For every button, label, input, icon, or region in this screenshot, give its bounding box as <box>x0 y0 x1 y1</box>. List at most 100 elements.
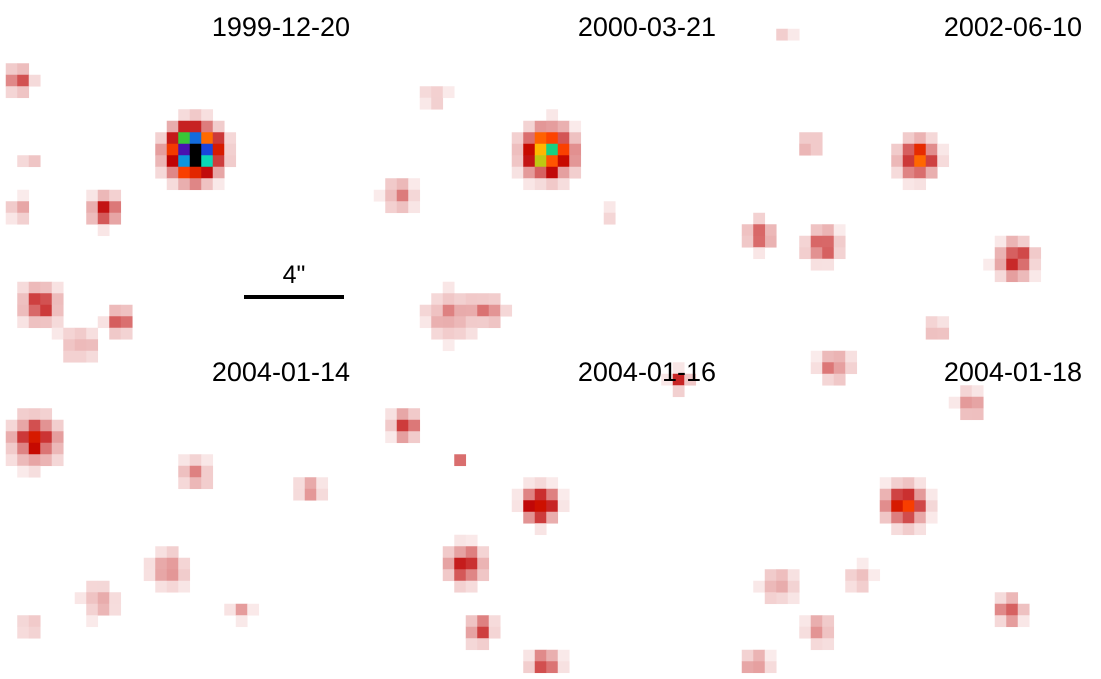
pixel <box>17 627 29 639</box>
pixel <box>765 661 777 673</box>
pixel <box>224 132 236 144</box>
pixel <box>443 569 455 581</box>
pixel <box>523 155 535 167</box>
pixel <box>799 627 811 639</box>
pixel <box>845 351 857 363</box>
pixel <box>408 431 420 443</box>
pixel <box>822 638 834 650</box>
pixel <box>466 581 478 593</box>
pixel <box>385 201 397 213</box>
pixel <box>52 282 64 294</box>
pixel <box>742 224 754 236</box>
pixel <box>845 569 857 581</box>
pixel <box>29 408 41 420</box>
pixel <box>155 167 167 179</box>
pixel <box>466 293 478 305</box>
pixel <box>914 144 926 156</box>
pixel <box>1018 247 1030 259</box>
pixel <box>926 328 938 340</box>
pixel <box>17 75 29 87</box>
pixel <box>546 155 558 167</box>
pixel <box>17 316 29 328</box>
pixel <box>569 144 581 156</box>
pixel <box>29 454 41 466</box>
pixel <box>604 213 616 225</box>
pixel <box>454 293 466 305</box>
pixel <box>17 213 29 225</box>
pixel <box>431 328 443 340</box>
pixel <box>466 638 478 650</box>
pixel <box>397 408 409 420</box>
pixel <box>477 627 489 639</box>
pixel <box>29 293 41 305</box>
pixel <box>995 247 1007 259</box>
pixel <box>443 293 455 305</box>
pixel <box>98 201 110 213</box>
pixel <box>17 454 29 466</box>
pixel <box>224 144 236 156</box>
pixel <box>822 351 834 363</box>
pixel <box>788 581 800 593</box>
pixel <box>822 259 834 271</box>
pixel <box>914 155 926 167</box>
pixel <box>512 144 524 156</box>
pixel <box>109 328 121 340</box>
pixel <box>960 408 972 420</box>
pixel <box>374 190 386 202</box>
pixel <box>535 121 547 133</box>
pixel <box>86 604 98 616</box>
pixel <box>178 109 190 121</box>
pixel <box>75 339 87 351</box>
pixel <box>167 155 179 167</box>
pixel <box>178 569 190 581</box>
pixel <box>891 500 903 512</box>
pixel <box>822 627 834 639</box>
pixel <box>420 305 432 317</box>
pixel <box>880 477 892 489</box>
pixel <box>443 558 455 570</box>
pixel <box>822 247 834 259</box>
pixel <box>178 178 190 190</box>
pixel <box>523 661 535 673</box>
pixel <box>512 132 524 144</box>
pixel <box>558 650 570 662</box>
pixel <box>799 615 811 627</box>
pixel <box>466 328 478 340</box>
pixel <box>558 121 570 133</box>
pixel <box>29 420 41 432</box>
pixel <box>546 109 558 121</box>
pixel <box>604 201 616 213</box>
pixel <box>1018 604 1030 616</box>
pixel <box>385 190 397 202</box>
pixel <box>535 650 547 662</box>
pixel <box>673 385 685 397</box>
pixel <box>903 512 915 524</box>
pixel <box>569 155 581 167</box>
pixel <box>535 523 547 535</box>
pixel <box>109 305 121 317</box>
pixel <box>546 132 558 144</box>
pixel <box>201 109 213 121</box>
pixel <box>880 512 892 524</box>
pixel <box>178 155 190 167</box>
pixel <box>190 454 202 466</box>
pixel <box>454 535 466 547</box>
pixel <box>178 466 190 478</box>
pixel <box>788 29 800 41</box>
pixel <box>443 339 455 351</box>
pixel <box>29 305 41 317</box>
pixel <box>834 362 846 374</box>
pixel <box>1029 270 1041 282</box>
pixel <box>144 569 156 581</box>
pixel <box>1006 259 1018 271</box>
pixel <box>926 155 938 167</box>
pixel <box>293 477 305 489</box>
pixel <box>17 408 29 420</box>
pixel <box>6 420 18 432</box>
pixel <box>466 558 478 570</box>
pixel <box>86 190 98 202</box>
pixel <box>201 144 213 156</box>
pixel <box>914 512 926 524</box>
pixel <box>316 489 328 501</box>
pixel <box>454 316 466 328</box>
